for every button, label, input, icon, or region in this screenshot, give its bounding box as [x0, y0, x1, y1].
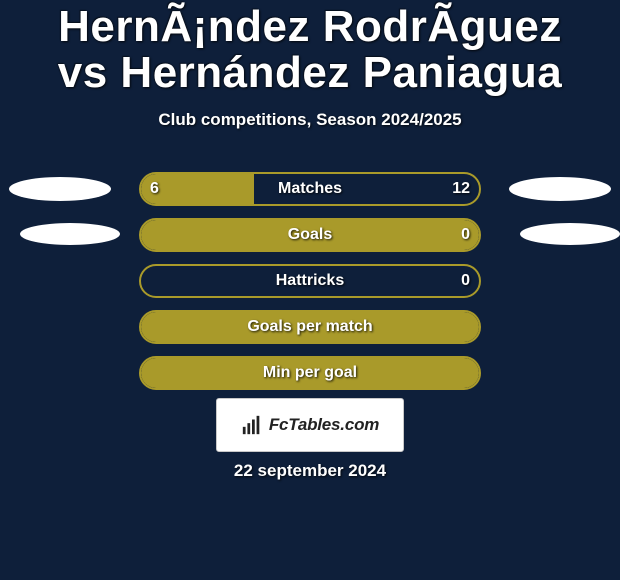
stat-row: Hattricks 0 — [0, 264, 620, 298]
stat-rows: 6 Matches 12 Goals 0 Hattricks 0 Goals p… — [0, 172, 620, 402]
stat-value-right: 12 — [452, 172, 470, 206]
snapshot-date: 22 september 2024 — [0, 461, 620, 481]
stat-value-right: 0 — [461, 264, 470, 298]
stat-row: 6 Matches 12 — [0, 172, 620, 206]
comparison-title: HernÃ¡ndez RodrÃ­guez vs Hernández Pania… — [0, 0, 620, 96]
stat-row: Min per goal — [0, 356, 620, 390]
stat-label: Hattricks — [0, 264, 620, 298]
stat-value-right: 0 — [461, 218, 470, 252]
stat-row: Goals 0 — [0, 218, 620, 252]
bar-chart-icon — [241, 414, 263, 436]
stat-row: Goals per match — [0, 310, 620, 344]
comparison-subtitle: Club competitions, Season 2024/2025 — [0, 110, 620, 130]
source-badge: FcTables.com — [216, 398, 404, 452]
source-badge-text: FcTables.com — [269, 415, 379, 435]
stat-label: Min per goal — [0, 356, 620, 390]
stat-label: Goals — [0, 218, 620, 252]
stat-label: Matches — [0, 172, 620, 206]
stat-label: Goals per match — [0, 310, 620, 344]
